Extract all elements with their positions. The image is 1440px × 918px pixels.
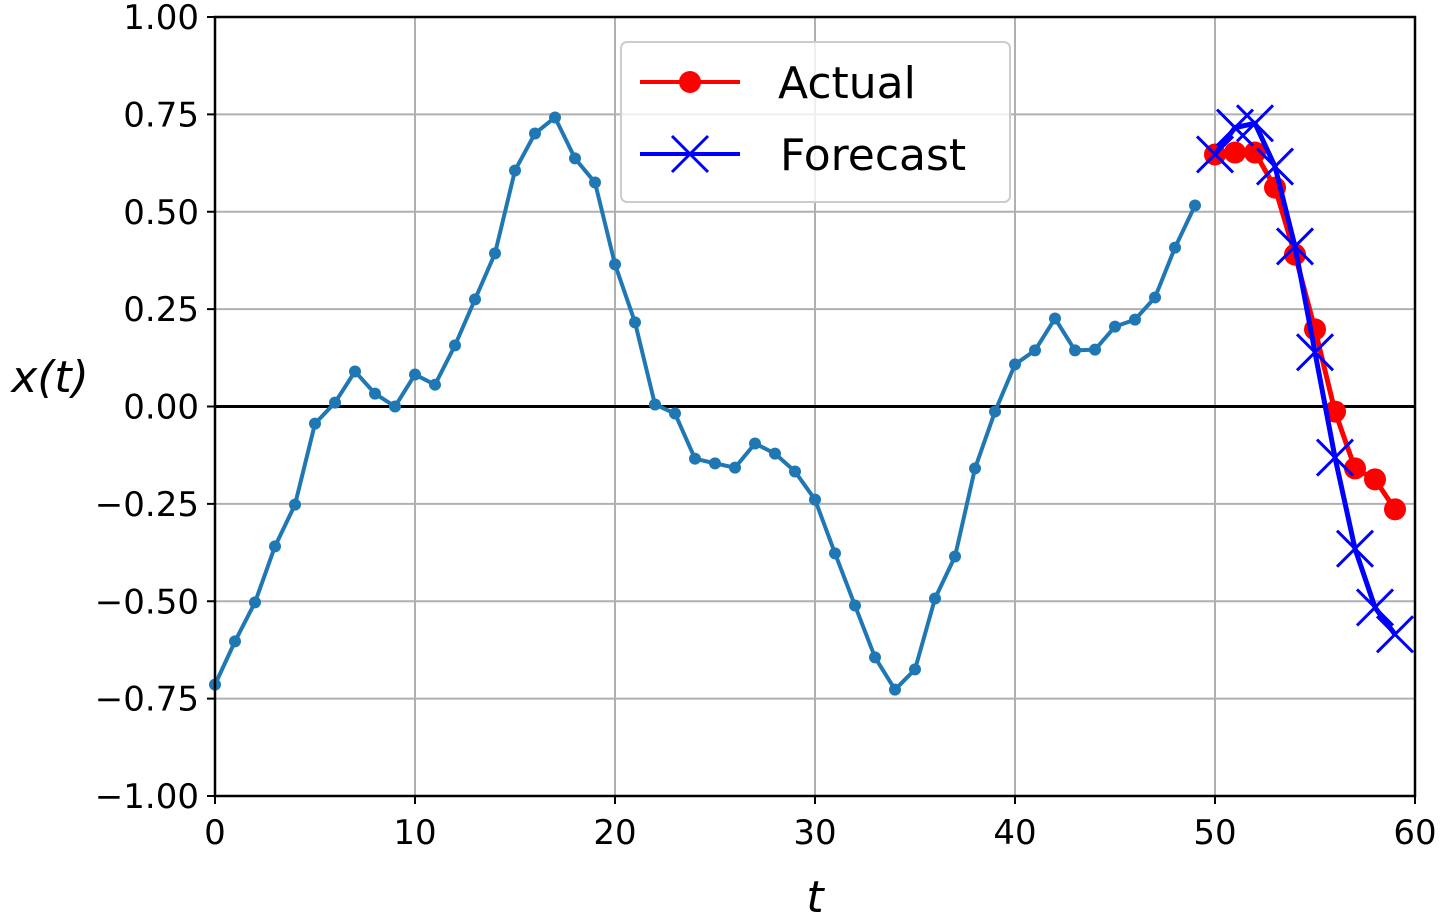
forecast-point bbox=[1255, 147, 1295, 186]
history-point bbox=[1029, 344, 1041, 357]
y-tick-label: 1.00 bbox=[123, 0, 199, 38]
x-tick-label: 50 bbox=[1193, 813, 1236, 853]
history-point bbox=[1189, 199, 1201, 212]
y-tick-label: 0.50 bbox=[123, 193, 199, 233]
y-tick-label: −0.50 bbox=[95, 582, 199, 622]
history-point bbox=[1069, 344, 1081, 357]
y-tick-label: 0.00 bbox=[123, 388, 199, 428]
history-point bbox=[849, 599, 861, 612]
history-point bbox=[749, 437, 761, 450]
history-point bbox=[429, 378, 441, 391]
y-tick-label: 0.75 bbox=[123, 95, 199, 135]
x-axis-label: t bbox=[806, 872, 825, 918]
history-point bbox=[489, 247, 501, 260]
forecast-point bbox=[1195, 135, 1235, 174]
actual-point bbox=[1224, 141, 1246, 164]
history-point bbox=[789, 465, 801, 478]
forecast-point bbox=[1275, 227, 1315, 266]
x-tick-label: 40 bbox=[993, 813, 1036, 853]
history-point bbox=[249, 596, 261, 609]
history-point bbox=[629, 316, 641, 329]
history-point bbox=[1149, 291, 1161, 304]
history-point bbox=[829, 547, 841, 560]
history-point bbox=[289, 498, 301, 511]
forecast-point bbox=[1355, 588, 1395, 627]
legend-forecast-marker bbox=[670, 134, 710, 174]
actual-point bbox=[1384, 498, 1406, 521]
history-point bbox=[449, 339, 461, 352]
history-point bbox=[1089, 343, 1101, 356]
y-axis-label: x(t) bbox=[9, 352, 89, 403]
legend: Actual Forecast bbox=[620, 41, 1011, 203]
x-tick-label: 0 bbox=[204, 813, 226, 853]
history-point bbox=[1049, 312, 1061, 325]
history-point bbox=[269, 540, 281, 553]
y-tick-label: −0.25 bbox=[95, 485, 199, 525]
history-point bbox=[869, 651, 881, 664]
history-point bbox=[529, 127, 541, 140]
legend-actual-marker bbox=[679, 71, 701, 93]
forecast-point bbox=[1295, 333, 1335, 372]
forecast-point bbox=[1335, 529, 1375, 568]
y-tick-label: 0.25 bbox=[123, 290, 199, 330]
history-point bbox=[989, 405, 1001, 418]
history-point bbox=[809, 493, 821, 506]
x-tick-label: 20 bbox=[593, 813, 636, 853]
history-point bbox=[609, 258, 621, 271]
history-point bbox=[1109, 320, 1121, 333]
history-point bbox=[649, 398, 661, 411]
history-point bbox=[1169, 241, 1181, 254]
x-tick-label: 60 bbox=[1393, 813, 1436, 853]
history-point bbox=[509, 164, 521, 177]
history-point bbox=[309, 417, 321, 430]
x-tick-label: 10 bbox=[393, 813, 436, 853]
y-tick-label: −1.00 bbox=[95, 777, 199, 817]
legend-actual-label: Actual bbox=[778, 58, 916, 109]
history-point bbox=[889, 683, 901, 696]
legend-forecast-label: Forecast bbox=[780, 130, 966, 181]
forecast-point bbox=[1235, 104, 1275, 143]
history-point bbox=[769, 447, 781, 460]
x-tick-label: 30 bbox=[793, 813, 836, 853]
history-point bbox=[1009, 358, 1021, 371]
history-point bbox=[569, 152, 581, 165]
forecast-point bbox=[1375, 615, 1415, 654]
forecast-point bbox=[1315, 438, 1355, 477]
history-point bbox=[349, 365, 361, 378]
history-point bbox=[1129, 313, 1141, 326]
history-point bbox=[409, 368, 421, 381]
history-point bbox=[669, 407, 681, 420]
series-group bbox=[209, 104, 1415, 696]
history-point bbox=[929, 592, 941, 605]
history-point bbox=[389, 400, 401, 413]
history-point bbox=[709, 457, 721, 470]
actual-point bbox=[1364, 468, 1386, 491]
history-point bbox=[969, 462, 981, 475]
ticks: 0 10 20 30 40 50 60 −1.00 −0.75 −0.50 −0.25 0.00 0.2… bbox=[95, 0, 1437, 853]
history-point bbox=[729, 461, 741, 474]
actual-point bbox=[1244, 141, 1266, 164]
history-point bbox=[589, 176, 601, 189]
history-point bbox=[949, 550, 961, 563]
history-line bbox=[213, 115, 1197, 692]
history-point bbox=[909, 663, 921, 676]
y-tick-label: −0.75 bbox=[95, 680, 199, 720]
history-point bbox=[369, 387, 381, 400]
history-point bbox=[689, 452, 701, 465]
history-point bbox=[329, 396, 341, 409]
history-point bbox=[469, 293, 481, 306]
history-point bbox=[549, 111, 561, 124]
history-point bbox=[229, 635, 241, 648]
forecast-line bbox=[1212, 120, 1398, 636]
